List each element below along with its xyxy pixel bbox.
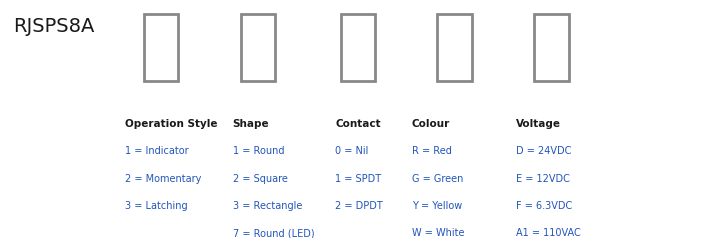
Bar bbox=[241, 14, 275, 81]
Bar bbox=[437, 14, 472, 81]
Text: 1 = SPDT: 1 = SPDT bbox=[335, 174, 381, 184]
Text: D = 24VDC: D = 24VDC bbox=[516, 146, 571, 156]
Text: 7 = Round (LED): 7 = Round (LED) bbox=[233, 228, 314, 238]
Text: 0 = Nil: 0 = Nil bbox=[335, 146, 369, 156]
Text: F = 6.3VDC: F = 6.3VDC bbox=[516, 201, 572, 211]
Text: 1 = Indicator: 1 = Indicator bbox=[125, 146, 189, 156]
Text: G = Green: G = Green bbox=[412, 174, 463, 184]
Text: R = Red: R = Red bbox=[412, 146, 452, 156]
Text: 3 = Rectangle: 3 = Rectangle bbox=[233, 201, 302, 211]
Text: Colour: Colour bbox=[412, 119, 450, 129]
Text: Operation Style: Operation Style bbox=[125, 119, 218, 129]
Text: Voltage: Voltage bbox=[516, 119, 561, 129]
Text: Contact: Contact bbox=[335, 119, 381, 129]
Bar bbox=[534, 14, 569, 81]
Text: E = 12VDC: E = 12VDC bbox=[516, 174, 569, 184]
Text: 2 = Square: 2 = Square bbox=[233, 174, 288, 184]
Text: 2 = Momentary: 2 = Momentary bbox=[125, 174, 202, 184]
Text: Shape: Shape bbox=[233, 119, 269, 129]
Text: RJSPS8A: RJSPS8A bbox=[13, 17, 95, 36]
Bar bbox=[341, 14, 375, 81]
Text: A1 = 110VAC: A1 = 110VAC bbox=[516, 228, 580, 238]
Bar bbox=[144, 14, 178, 81]
Text: 3 = Latching: 3 = Latching bbox=[125, 201, 188, 211]
Text: Y = Yellow: Y = Yellow bbox=[412, 201, 462, 211]
Text: 2 = DPDT: 2 = DPDT bbox=[335, 201, 383, 211]
Text: 1 = Round: 1 = Round bbox=[233, 146, 284, 156]
Text: W = White: W = White bbox=[412, 228, 464, 238]
